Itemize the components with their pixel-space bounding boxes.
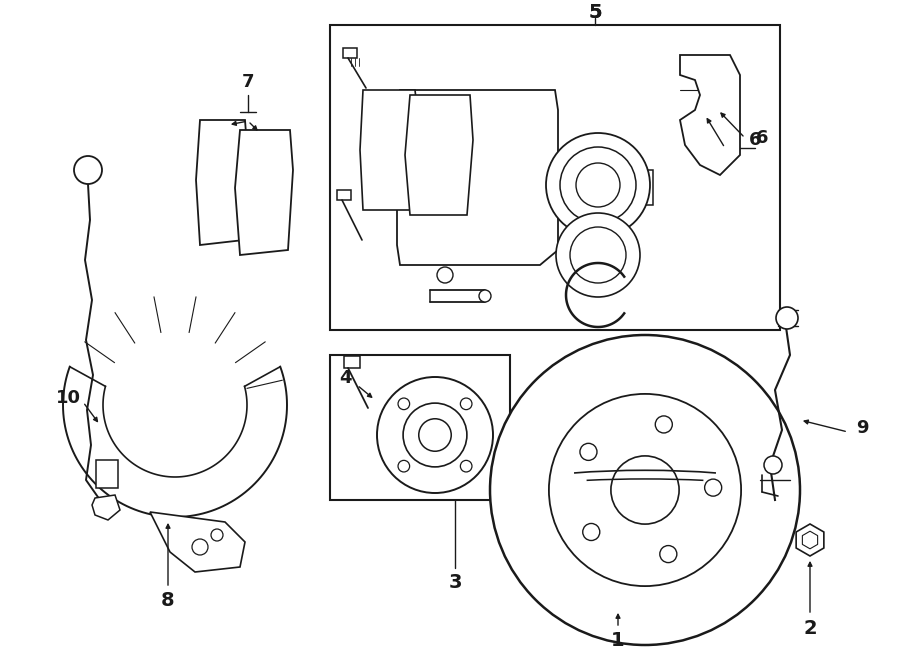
Bar <box>330 25 780 330</box>
Text: 1: 1 <box>611 631 625 650</box>
Polygon shape <box>360 90 420 210</box>
Circle shape <box>660 545 677 563</box>
Circle shape <box>655 416 672 433</box>
Circle shape <box>398 460 410 472</box>
Text: 8: 8 <box>161 590 175 609</box>
Circle shape <box>461 398 472 410</box>
Bar <box>330 355 510 500</box>
Circle shape <box>461 460 472 472</box>
Text: 5: 5 <box>589 3 602 22</box>
Text: 2: 2 <box>803 619 817 637</box>
Text: 10: 10 <box>56 389 80 407</box>
Bar <box>343 48 357 58</box>
Polygon shape <box>796 524 824 556</box>
Text: 7: 7 <box>242 73 254 91</box>
Bar <box>344 356 360 368</box>
Circle shape <box>764 456 782 474</box>
Text: 5: 5 <box>589 3 602 22</box>
Text: 3: 3 <box>448 572 462 592</box>
Polygon shape <box>150 512 245 572</box>
Polygon shape <box>680 55 740 175</box>
Circle shape <box>479 290 491 302</box>
Circle shape <box>74 156 102 184</box>
Polygon shape <box>397 90 558 265</box>
Circle shape <box>398 398 410 410</box>
Polygon shape <box>235 130 293 255</box>
Text: 6: 6 <box>749 131 761 149</box>
Circle shape <box>582 524 599 541</box>
Polygon shape <box>803 531 817 549</box>
Circle shape <box>192 539 208 555</box>
Polygon shape <box>92 495 120 520</box>
Circle shape <box>377 377 493 493</box>
Bar <box>96 460 118 488</box>
Circle shape <box>580 444 597 461</box>
Text: 6: 6 <box>756 129 769 147</box>
Polygon shape <box>196 120 248 245</box>
Bar <box>635 170 653 205</box>
Circle shape <box>546 133 650 237</box>
Circle shape <box>776 307 798 329</box>
Bar <box>337 190 351 200</box>
Circle shape <box>705 479 722 496</box>
Text: 4: 4 <box>338 369 351 387</box>
Text: 9: 9 <box>856 419 868 437</box>
Circle shape <box>490 335 800 645</box>
Circle shape <box>211 529 223 541</box>
Circle shape <box>556 213 640 297</box>
Circle shape <box>437 267 453 283</box>
Polygon shape <box>405 95 473 215</box>
